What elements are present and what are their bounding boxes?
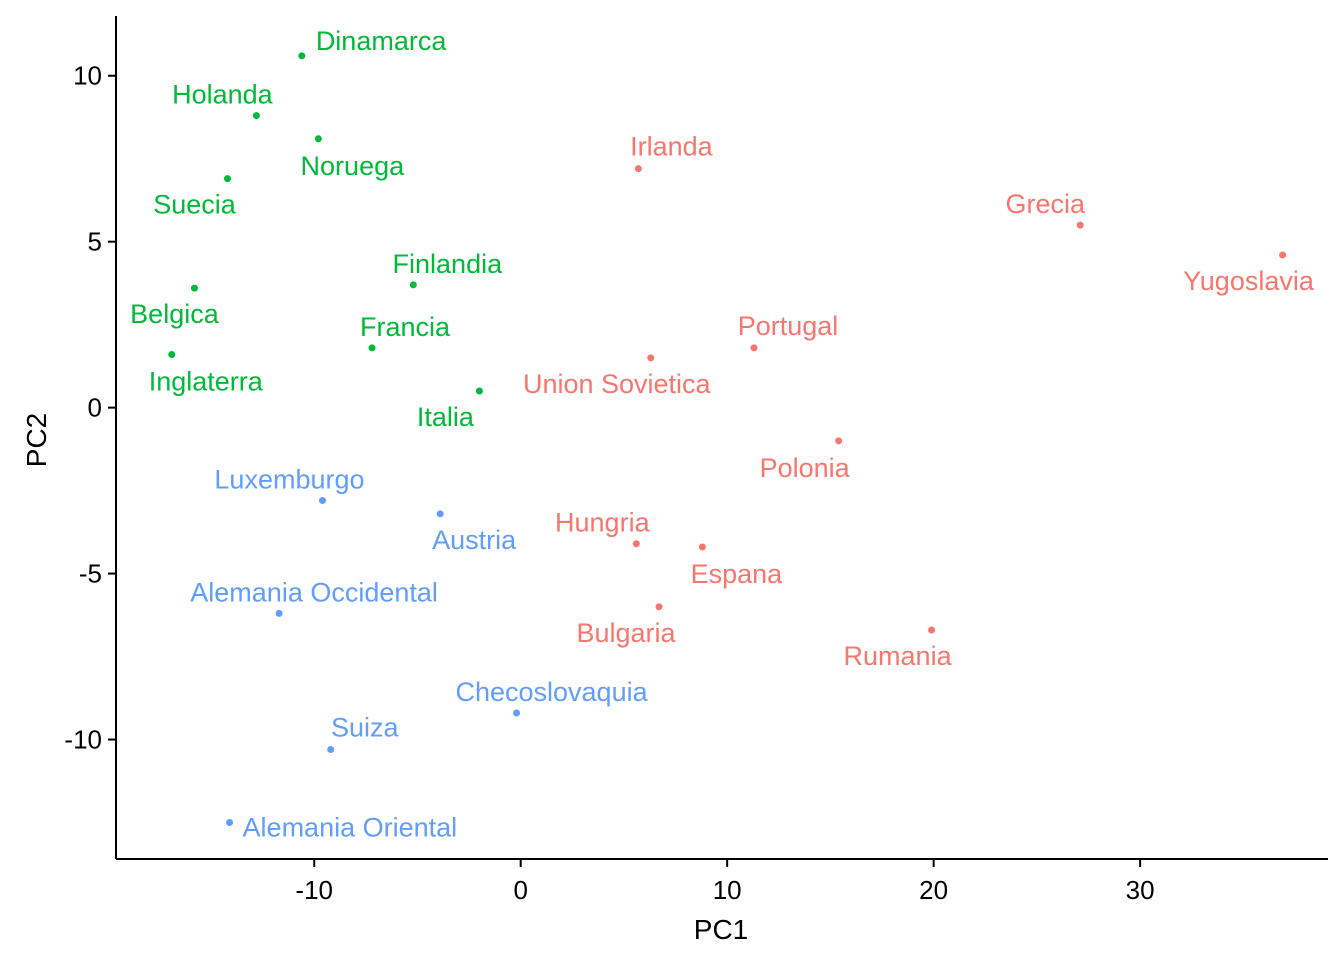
data-point [409, 281, 417, 289]
data-point [632, 540, 640, 548]
data-points [168, 52, 1287, 826]
point-label: Suiza [331, 712, 400, 742]
x-tick-label: 0 [513, 875, 527, 905]
point-label: Grecia [1005, 189, 1086, 219]
data-point [168, 351, 176, 359]
x-ticks: -10 0 10 20 30 [295, 859, 1155, 905]
data-point [475, 387, 483, 395]
data-point [318, 497, 326, 505]
point-label: Irlanda [630, 132, 714, 162]
point-label: Portugal [738, 311, 839, 341]
point-label: Dinamarca [316, 26, 448, 56]
point-label: Belgica [130, 299, 220, 329]
point-label: Noruega [301, 151, 406, 181]
data-point [223, 175, 231, 183]
x-axis-title: PC1 [694, 914, 748, 945]
x-tick-label: 30 [1126, 875, 1155, 905]
data-point [298, 52, 306, 60]
point-label: Bulgaria [576, 618, 676, 648]
point-label: Espana [691, 559, 784, 589]
data-point [1076, 221, 1084, 229]
axes [115, 16, 1328, 860]
point-label: Rumania [844, 641, 953, 671]
point-label: Alemania Occidental [190, 577, 438, 607]
point-label: Alemania Oriental [243, 812, 458, 842]
x-tick-label: -10 [295, 875, 333, 905]
point-label: Italia [417, 402, 475, 432]
y-tick-label: 5 [88, 227, 102, 257]
data-point [190, 284, 198, 292]
point-label: Union Sovietica [523, 369, 712, 399]
point-label: Suecia [153, 190, 237, 220]
point-labels: Dinamarca Holanda Noruega Suecia Finlandia Be… [130, 26, 1315, 843]
x-tick-label: 10 [713, 875, 742, 905]
y-tick-label: -5 [79, 559, 102, 589]
point-label: Yugoslavia [1183, 266, 1315, 296]
point-label: Austria [432, 525, 517, 555]
data-point [655, 603, 663, 611]
data-point [368, 344, 376, 352]
data-point [327, 745, 335, 753]
y-ticks: -10 -5 0 5 10 [64, 61, 116, 755]
data-point [698, 543, 706, 551]
data-point [275, 609, 283, 617]
y-tick-label: 0 [88, 393, 102, 423]
y-axis-title: PC2 [21, 413, 52, 467]
point-label: Checoslovaquia [455, 677, 648, 707]
data-point [513, 709, 521, 717]
x-tick-label: 20 [919, 875, 948, 905]
y-tick-label: 10 [73, 61, 102, 91]
point-label: Francia [360, 312, 451, 342]
point-label: Inglaterra [149, 367, 264, 397]
data-point [1279, 251, 1287, 259]
point-label: Finlandia [393, 249, 504, 279]
data-point [928, 626, 936, 634]
point-label: Hungria [555, 508, 651, 538]
data-point [647, 354, 655, 362]
point-label: Holanda [172, 80, 274, 110]
y-tick-label: -10 [64, 725, 102, 755]
data-point [634, 165, 642, 173]
point-label: Polonia [760, 453, 851, 483]
data-point [252, 112, 260, 120]
data-point [835, 437, 843, 445]
data-point [436, 510, 444, 518]
data-point [314, 135, 322, 143]
data-point [750, 344, 758, 352]
data-point [226, 818, 234, 826]
point-label: Luxemburgo [214, 465, 364, 495]
